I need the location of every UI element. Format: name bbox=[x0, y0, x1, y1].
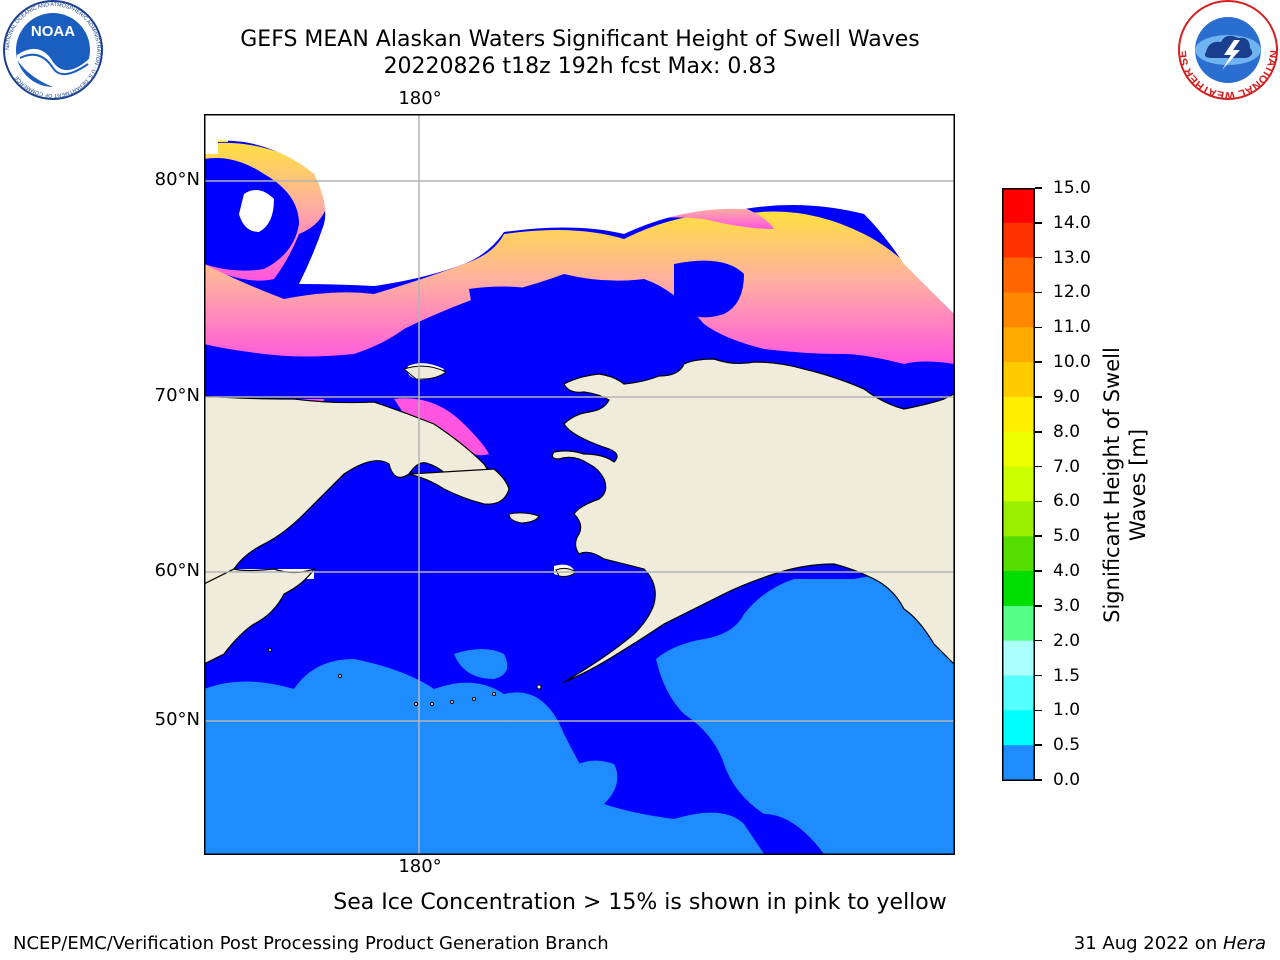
latitude-label-70n: 70°N bbox=[154, 385, 200, 406]
colorbar-tick-mark bbox=[1035, 709, 1042, 712]
colorbar-tick-label: 10.0 bbox=[1053, 352, 1091, 373]
colorbar-tick-mark bbox=[1035, 500, 1042, 503]
nws-logo: NATIONAL WEATHER SERVICE bbox=[1176, 0, 1279, 100]
credit-date-text: 31 Aug 2022 on bbox=[1073, 933, 1223, 954]
colorbar-tick-label: 4.0 bbox=[1053, 561, 1081, 582]
colorbar-tick-mark bbox=[1035, 674, 1042, 677]
chart-title: GEFS MEAN Alaskan Waters Significant Hei… bbox=[240, 27, 920, 52]
colorbar-tick-mark bbox=[1035, 361, 1042, 363]
chart-subtitle: 20220826 t18z 192h fcst Max: 0.83 bbox=[383, 54, 777, 79]
colorbar-tick-label: 14.0 bbox=[1053, 212, 1091, 233]
colorbar-tick-label: 12.0 bbox=[1053, 282, 1091, 303]
colorbar-segment bbox=[1002, 188, 1035, 224]
colorbar bbox=[1002, 188, 1035, 781]
colorbar-tick-label: 11.0 bbox=[1053, 317, 1091, 338]
colorbar-segment bbox=[1002, 745, 1035, 781]
graticule bbox=[204, 114, 954, 854]
colorbar-tick-mark bbox=[1035, 396, 1042, 398]
colorbar-tick-label: 8.0 bbox=[1053, 421, 1081, 442]
credit-branch: NCEP/EMC/Verification Post Processing Pr… bbox=[13, 933, 609, 954]
colorbar-tick-mark bbox=[1035, 187, 1042, 189]
credit-date: 31 Aug 2022 on Hera bbox=[1074, 933, 1266, 954]
map-frame bbox=[204, 114, 955, 855]
colorbar-segment bbox=[1002, 605, 1035, 642]
colorbar-tick-mark bbox=[1035, 744, 1042, 746]
colorbar-tick-label: 2.0 bbox=[1053, 630, 1081, 651]
colorbar-segment bbox=[1002, 710, 1035, 746]
colorbar-tick-label: 15.0 bbox=[1053, 178, 1091, 198]
colorbar-tick-label: 1.0 bbox=[1053, 700, 1081, 721]
sea-ice-note: Sea Ice Concentration > 15% is shown in … bbox=[333, 890, 947, 915]
colorbar-segment bbox=[1002, 431, 1035, 468]
colorbar-tick-mark bbox=[1035, 326, 1042, 329]
colorbar-tick-label: 0.5 bbox=[1053, 735, 1081, 756]
swell-height-map bbox=[204, 114, 955, 855]
colorbar-segment bbox=[1002, 292, 1035, 328]
colorbar-tick-mark bbox=[1035, 465, 1042, 468]
colorbar-tick-label: 3.0 bbox=[1053, 595, 1081, 616]
colorbar-tick-mark bbox=[1035, 222, 1042, 224]
colorbar-title-line-1: Significant Height of Swell bbox=[1100, 347, 1124, 623]
latitude-label-60n: 60°N bbox=[154, 560, 200, 581]
colorbar-title-line-2: Waves [m] bbox=[1126, 428, 1150, 542]
colorbar-tick-mark bbox=[1035, 291, 1042, 294]
noaa-logo-text: NOAA bbox=[31, 23, 75, 40]
colorbar-tick-mark bbox=[1035, 570, 1042, 572]
colorbar-segment bbox=[1002, 536, 1035, 572]
colorbar-segment bbox=[1002, 222, 1035, 259]
colorbar-segment bbox=[1002, 466, 1035, 502]
ocean-moderate-swell bbox=[204, 572, 954, 854]
longitude-label-bottom: 180° bbox=[398, 856, 442, 877]
colorbar-tick-label: 6.0 bbox=[1053, 491, 1081, 512]
colorbar-segment bbox=[1002, 675, 1035, 711]
islands bbox=[268, 365, 577, 706]
colorbar-tick-label: 1.5 bbox=[1053, 665, 1081, 686]
colorbar-tick-label: 7.0 bbox=[1053, 456, 1081, 477]
colorbar-tick-mark bbox=[1035, 431, 1042, 433]
latitude-label-80n: 80°N bbox=[154, 169, 200, 190]
colorbar-segment bbox=[1002, 501, 1035, 537]
land-siberia bbox=[204, 395, 510, 665]
colorbar-segment bbox=[1002, 257, 1035, 293]
noaa-logo: NOAA NATIONAL OCEANIC AND ATMOSPHERIC AD… bbox=[3, 0, 103, 100]
colorbar-tick-label: 13.0 bbox=[1053, 247, 1091, 268]
colorbar-tick-mark bbox=[1035, 639, 1042, 642]
colorbar-tick-mark bbox=[1035, 605, 1042, 607]
longitude-label-top: 180° bbox=[398, 88, 442, 109]
colorbar-tick-mark bbox=[1035, 256, 1042, 259]
colorbar-tick-mark bbox=[1035, 535, 1042, 537]
colorbar-segment bbox=[1002, 362, 1035, 398]
colorbar-tick-mark bbox=[1035, 779, 1042, 781]
colorbar-segment bbox=[1002, 571, 1035, 607]
colorbar-segment bbox=[1002, 640, 1035, 677]
colorbar-segment bbox=[1002, 396, 1035, 433]
colorbar-tick-label: 9.0 bbox=[1053, 386, 1081, 407]
land-alaska bbox=[551, 358, 954, 683]
colorbar-tick-label: 5.0 bbox=[1053, 526, 1081, 547]
colorbar-tick-label: 0.0 bbox=[1053, 770, 1081, 790]
colorbar-segment bbox=[1002, 327, 1035, 363]
credit-host: Hera bbox=[1222, 933, 1266, 954]
latitude-label-50n: 50°N bbox=[154, 709, 200, 730]
